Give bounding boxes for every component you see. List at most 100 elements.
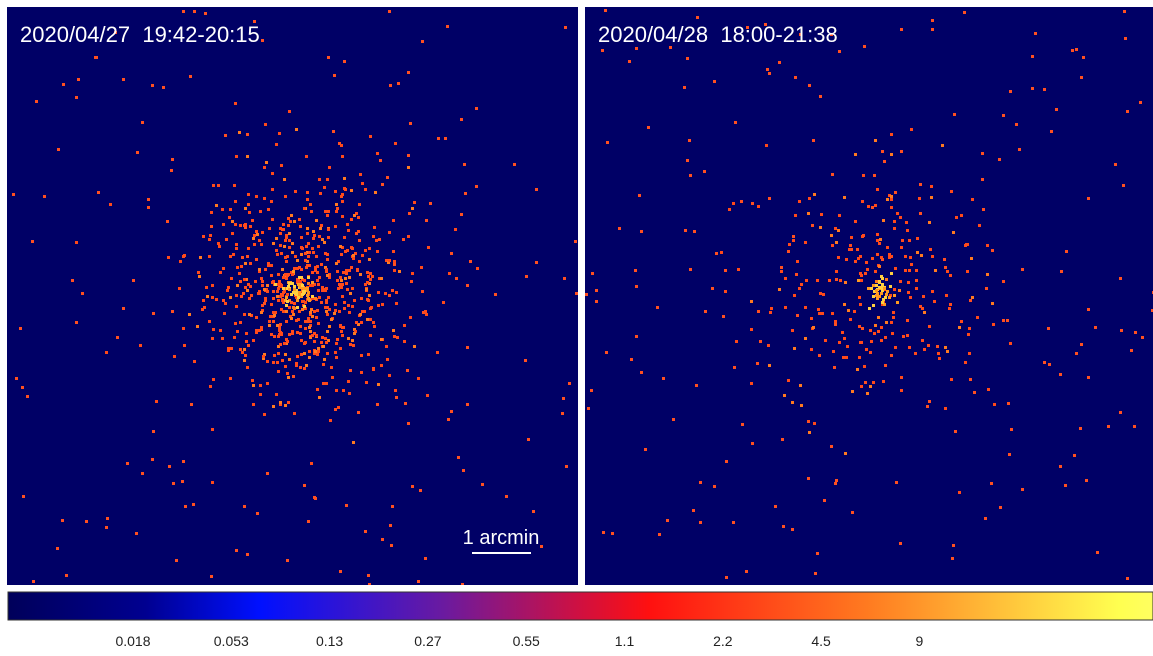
event-dot xyxy=(704,310,707,313)
event-dot xyxy=(334,190,337,193)
event-dot xyxy=(306,198,309,201)
event-dot xyxy=(283,245,286,248)
event-dot xyxy=(298,291,301,294)
event-dot xyxy=(343,236,346,239)
event-dot xyxy=(876,297,879,300)
event-dot xyxy=(839,279,842,282)
event-dot xyxy=(835,479,838,482)
event-dot xyxy=(315,316,318,319)
event-dot xyxy=(460,213,463,216)
event-dot xyxy=(800,283,803,286)
event-dot xyxy=(746,26,749,29)
event-dot xyxy=(368,294,371,297)
event-dot xyxy=(999,506,1002,509)
event-dot xyxy=(316,265,319,268)
event-dot xyxy=(908,269,911,272)
event-dot xyxy=(235,305,238,308)
event-dot xyxy=(469,260,472,263)
event-dot xyxy=(276,290,279,293)
event-dot xyxy=(991,249,994,252)
event-dot xyxy=(315,255,318,258)
event-dot xyxy=(889,285,892,288)
event-dot xyxy=(359,313,362,316)
event-dot xyxy=(1043,361,1046,364)
event-dot xyxy=(353,328,356,331)
event-dot xyxy=(408,212,411,215)
event-dot xyxy=(757,205,760,208)
event-dot xyxy=(780,266,783,269)
event-dot xyxy=(290,271,293,274)
event-dot xyxy=(192,503,195,506)
event-dot xyxy=(339,347,342,350)
event-dot xyxy=(209,234,212,237)
event-dot xyxy=(277,299,280,302)
event-dot xyxy=(409,316,412,319)
event-dot xyxy=(31,240,34,243)
event-dot xyxy=(950,378,953,381)
event-dot xyxy=(805,279,808,282)
event-dot xyxy=(393,269,396,272)
event-dot xyxy=(369,272,372,275)
event-dot xyxy=(219,271,222,274)
event-dot xyxy=(1031,55,1034,58)
event-dot xyxy=(197,271,200,274)
event-dot xyxy=(794,76,797,79)
event-dot xyxy=(1007,402,1010,405)
event-dot xyxy=(381,183,384,186)
event-dot xyxy=(288,232,291,235)
event-dot xyxy=(196,325,199,328)
event-dot xyxy=(273,335,276,338)
event-dot xyxy=(1126,110,1129,113)
event-dot xyxy=(324,210,327,213)
event-dot xyxy=(878,280,881,283)
event-dot xyxy=(407,166,410,169)
event-dot xyxy=(261,39,264,42)
event-dot xyxy=(279,343,282,346)
event-dot xyxy=(784,277,787,280)
event-dot xyxy=(256,512,259,515)
event-dot xyxy=(243,359,246,362)
event-dot xyxy=(348,276,351,279)
event-dot xyxy=(280,308,283,311)
event-dot xyxy=(301,278,304,281)
event-dot xyxy=(264,297,267,300)
event-dot xyxy=(893,220,896,223)
event-dot xyxy=(325,301,328,304)
event-dot xyxy=(1059,373,1062,376)
event-dot xyxy=(921,339,924,342)
event-dot xyxy=(800,404,803,407)
event-dot xyxy=(22,495,25,498)
event-dot xyxy=(693,230,696,233)
event-dot xyxy=(273,354,276,357)
event-dot xyxy=(317,245,320,248)
event-dot xyxy=(1008,453,1011,456)
event-dot xyxy=(312,230,315,233)
event-dot xyxy=(85,520,88,523)
event-dot xyxy=(244,354,247,357)
event-dot xyxy=(272,242,275,245)
event-dot xyxy=(1073,454,1076,457)
event-dot xyxy=(368,583,371,585)
event-dot xyxy=(372,235,375,238)
event-dot xyxy=(340,195,343,198)
event-dot xyxy=(798,200,801,203)
event-dot xyxy=(313,310,316,313)
event-dot xyxy=(224,302,227,305)
event-dot xyxy=(563,277,566,280)
event-dot xyxy=(285,342,288,345)
event-dot xyxy=(266,360,269,363)
event-dot xyxy=(298,266,301,269)
event-dot xyxy=(193,360,196,363)
event-dot xyxy=(318,235,321,238)
event-dot xyxy=(921,307,924,310)
event-dot xyxy=(278,280,281,283)
event-dot xyxy=(172,482,175,485)
event-dot xyxy=(295,128,298,131)
event-dot xyxy=(890,321,893,324)
event-dot xyxy=(286,255,289,258)
event-dot xyxy=(900,376,903,379)
event-dot xyxy=(864,272,867,275)
event-dot xyxy=(424,310,427,313)
event-dot xyxy=(307,255,310,258)
event-dot xyxy=(618,227,621,230)
